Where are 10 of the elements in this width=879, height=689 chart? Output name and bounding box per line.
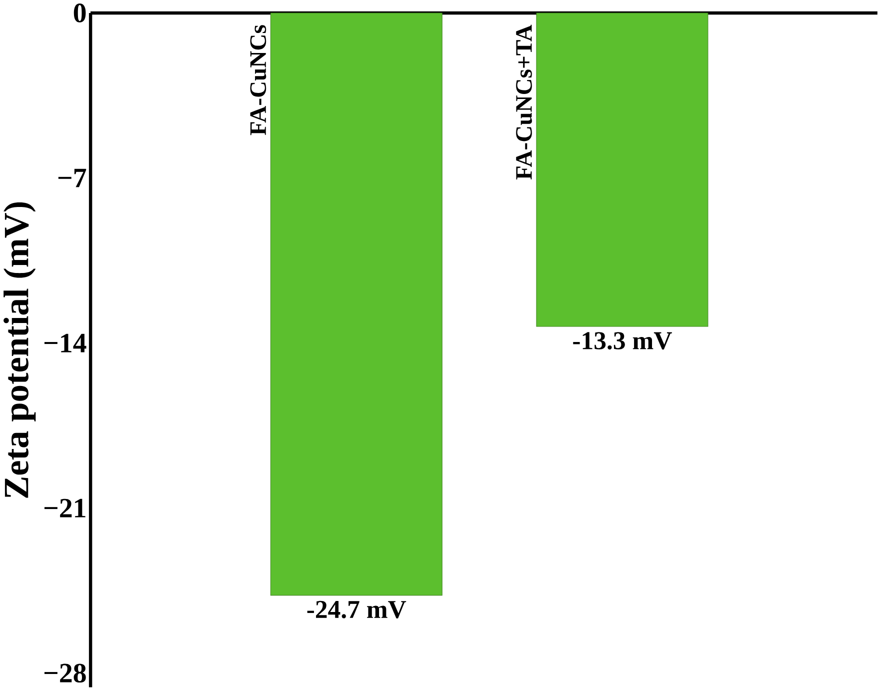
- data-label: -24.7 mV: [307, 600, 406, 618]
- y-tick-label: −21: [44, 498, 86, 518]
- y-tick-label: −28: [44, 664, 86, 683]
- y-tick-label: 0: [74, 4, 86, 22]
- y-axis-title: Zeta potential (mV): [4, 202, 36, 498]
- x-tick-label: FA-CuNCs+TA: [516, 24, 532, 180]
- data-label: -13.3 mV: [573, 332, 672, 350]
- y-tick-label: −14: [44, 334, 86, 352]
- x-tick-label: FA-CuNCs: [250, 25, 266, 136]
- y-tick-label: −7: [58, 168, 86, 188]
